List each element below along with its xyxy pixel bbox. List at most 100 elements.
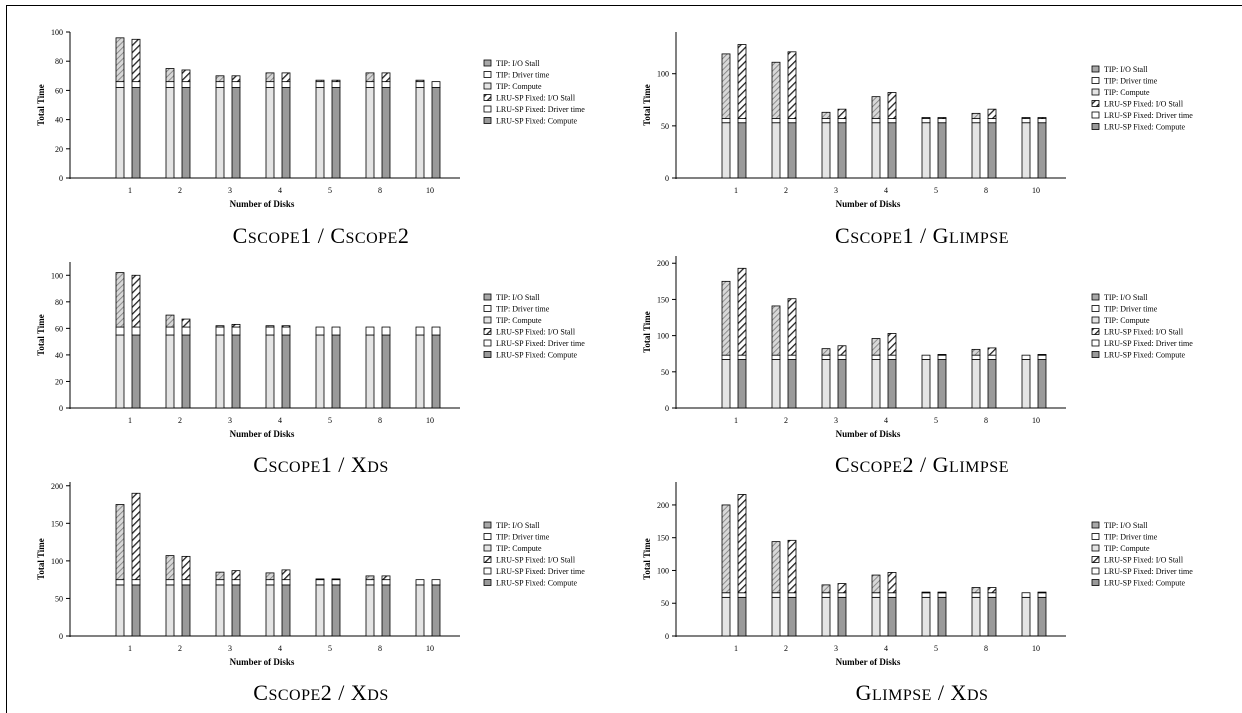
x-axis-title: Number of Disks (230, 429, 295, 439)
bar-segment-tip-compute (921, 122, 931, 179)
bar-segment-lru-driver (231, 81, 241, 88)
y-tick-label: 20 (55, 377, 63, 386)
bar-segment-lru-stall (281, 325, 291, 328)
x-tick-label: 4 (278, 644, 282, 653)
bar-segment-tip-stall (771, 61, 781, 119)
legend-label: LRU-SP Fixed: I/O Stall (1104, 100, 1184, 109)
legend-swatch (483, 305, 492, 312)
bar-segment-lru-compute (887, 122, 897, 179)
bar-segment-lru-compute (987, 122, 997, 179)
bar-segment-lru-driver (231, 579, 241, 586)
legend-label: TIP: I/O Stall (496, 59, 540, 68)
bar-segment-tip-stall (215, 571, 225, 581)
legend-label: LRU-SP Fixed: Compute (496, 117, 577, 126)
y-tick-label: 200 (51, 482, 63, 491)
x-axis-title: Number of Disks (836, 199, 901, 209)
bar-segment-lru-driver (131, 579, 141, 586)
bar-segment-tip-driver (265, 326, 275, 336)
y-tick-label: 60 (55, 86, 63, 95)
chart-2: 0 50 100 Total Time Number of Disks 1 2 3 4 5 8 10 T… (642, 32, 1193, 248)
bar-segment-lru-stall (1037, 591, 1047, 594)
bar-segment-tip-driver (921, 354, 931, 360)
legend-label: LRU-SP Fixed: I/O Stall (1104, 556, 1184, 565)
legend-swatch (483, 293, 492, 301)
bar-segment-lru-compute (231, 584, 241, 637)
bar-segment-lru-compute (837, 359, 847, 409)
bar-segment-tip-driver (871, 118, 881, 124)
x-axis-title: Number of Disks (230, 199, 295, 209)
y-tick-label: 100 (51, 271, 63, 280)
bar-segment-lru-compute (281, 584, 291, 637)
x-axis-title: Number of Disks (836, 429, 901, 439)
legend-label: TIP: Compute (1104, 316, 1150, 325)
bar-segment-tip-compute (115, 87, 125, 179)
legend-label: LRU-SP Fixed: Compute (496, 351, 577, 360)
x-tick-label: 5 (328, 186, 332, 195)
bar-segment-tip-driver (871, 354, 881, 360)
bar-segment-lru-driver (1037, 118, 1047, 124)
bar-segment-lru-compute (737, 122, 747, 179)
bar-segment-tip-compute (265, 87, 275, 179)
bar-segment-lru-compute (937, 596, 947, 637)
bar-segment-tip-driver (971, 118, 981, 124)
bar-segment-lru-driver (431, 579, 441, 586)
bar-segment-tip-driver (415, 579, 425, 586)
bar-segment-tip-driver (771, 118, 781, 124)
bar-segment-tip-compute (921, 359, 931, 409)
legend-swatch (483, 533, 492, 540)
bar-segment-tip-driver (971, 354, 981, 360)
legend-swatch (483, 579, 492, 586)
y-tick-label: 100 (657, 332, 669, 341)
legend-label: LRU-SP Fixed: Driver time (1104, 111, 1193, 120)
y-tick-label: 40 (55, 351, 63, 360)
x-tick-label: 8 (984, 416, 988, 425)
bar-segment-lru-compute (737, 596, 747, 637)
y-tick-label: 100 (657, 566, 669, 575)
bar-segment-lru-stall (181, 318, 191, 328)
bar-segment-lru-stall (987, 108, 997, 119)
x-tick-label: 3 (228, 186, 232, 195)
bar-segment-tip-driver (265, 81, 275, 88)
bar-segment-lru-compute (837, 596, 847, 637)
bar-segment-lru-stall (281, 569, 291, 581)
bar-segment-tip-driver (115, 579, 125, 586)
bar-segment-tip-stall (971, 112, 981, 119)
bar-segment-tip-stall (721, 504, 731, 594)
bar-segment-tip-driver (921, 118, 931, 124)
bar-segment-lru-driver (787, 592, 797, 598)
legend-label: TIP: Compute (496, 316, 542, 325)
bar-segment-lru-driver (431, 81, 441, 88)
bar-segment-lru-stall (131, 274, 141, 328)
x-axis-title: Number of Disks (836, 657, 901, 667)
bar-segment-tip-compute (365, 87, 375, 179)
bar-segment-lru-compute (431, 334, 441, 409)
bar-segment-tip-compute (1021, 122, 1031, 179)
bar-segment-lru-stall (381, 72, 391, 83)
bar-segment-tip-driver (721, 118, 731, 124)
y-axis-title: Total Time (642, 84, 652, 126)
bar-segment-lru-driver (381, 81, 391, 88)
bar-segment-tip-driver (821, 118, 831, 124)
y-tick-label: 0 (665, 174, 669, 183)
bar-segment-tip-stall (871, 574, 881, 594)
bar-segment-lru-compute (431, 87, 441, 179)
bar-segment-lru-driver (937, 118, 947, 124)
x-tick-label: 5 (328, 644, 332, 653)
legend-swatch (483, 339, 492, 347)
bar-segment-tip-driver (871, 592, 881, 598)
bar-segment-tip-compute (165, 334, 175, 409)
x-tick-label: 1 (128, 416, 132, 425)
x-tick-label: 5 (934, 644, 938, 653)
bar-segment-lru-stall (787, 539, 797, 594)
bar-segment-tip-stall (871, 96, 881, 119)
x-tick-label: 4 (278, 416, 282, 425)
bar-segment-lru-compute (381, 334, 391, 409)
bar-segment-lru-compute (331, 584, 341, 637)
y-tick-label: 150 (657, 295, 669, 304)
bar-segment-tip-stall (115, 272, 125, 328)
bar-segment-tip-stall (821, 584, 831, 594)
legend-swatch (1091, 316, 1100, 324)
bar-segment-tip-compute (971, 122, 981, 179)
legend-label: TIP: Driver time (1104, 305, 1158, 314)
y-tick-label: 150 (657, 534, 669, 543)
